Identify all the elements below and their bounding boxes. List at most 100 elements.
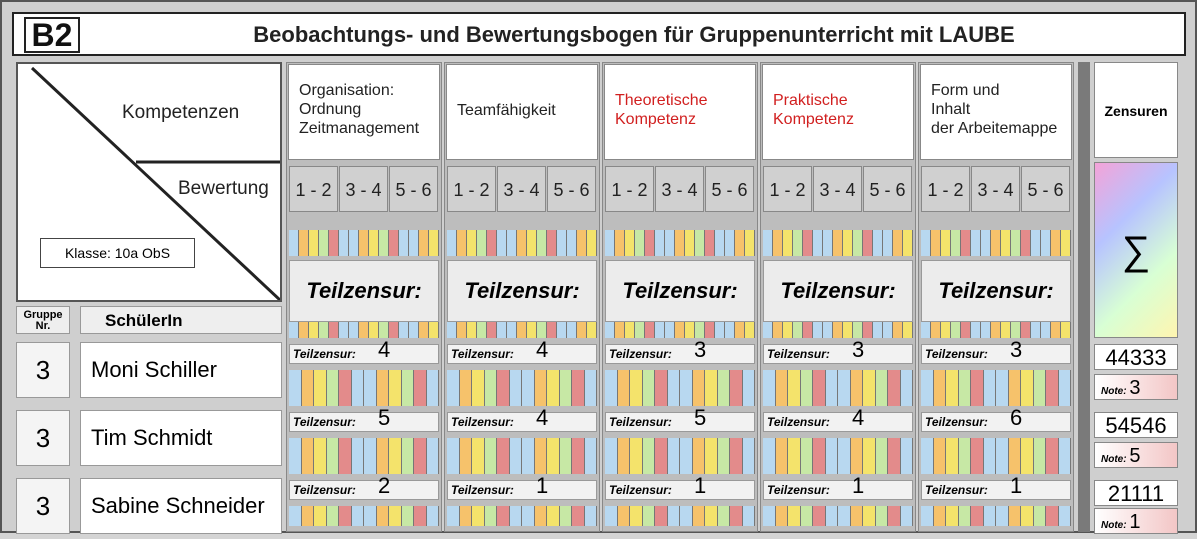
teilzensur-header: Teilzensur: — [763, 260, 913, 322]
marker-strip — [921, 370, 1071, 406]
partial-grade-row: Teilzensur: 4 — [763, 405, 913, 432]
partial-grade: 1 — [852, 473, 865, 498]
bewertung-label: Bewertung — [178, 178, 269, 199]
partial-grade: 5 — [378, 405, 391, 430]
grade-range-header: 1 - 2 — [921, 166, 970, 212]
note-value: 3 — [1129, 377, 1141, 399]
teilzensur-label: Teilzensur: — [609, 483, 672, 497]
title-bar: B2 Beobachtungs- und Bewertungsbogen für… — [12, 12, 1186, 56]
competency-label: Form und — [931, 82, 1000, 99]
final-note: Note: 3 — [1094, 374, 1178, 400]
marker-strip — [289, 438, 439, 474]
grade-range-header: 3 - 4 — [339, 166, 388, 212]
competency-label: Theoretische — [615, 92, 708, 109]
teilzensur-label: Teilzensur: — [609, 347, 672, 361]
student-name: Moni Schiller — [80, 342, 282, 398]
teilzensur-label: Teilzensur: — [451, 483, 514, 497]
competency-key-panel: Kompetenzen Bewertung Klasse: 10a ObS — [16, 62, 282, 302]
grade-range-header: 5 - 6 — [389, 166, 438, 212]
competency-label: Praktische — [773, 92, 848, 109]
competency-label: Kompetenz — [615, 111, 696, 128]
marker-strip — [921, 506, 1071, 526]
marker-strip — [447, 370, 597, 406]
class-label: Klasse: 10a ObS — [40, 238, 195, 268]
partial-grade-row: Teilzensur: 3 — [921, 339, 1071, 364]
partial-grade: 3 — [694, 337, 707, 362]
partial-grade-row: Teilzensur: 6 — [921, 407, 1071, 432]
partial-grade-row: Teilzensur: 2 — [289, 473, 439, 500]
teilzensur-label: Teilzensur: — [451, 347, 514, 361]
competency-label: Ordnung — [299, 101, 362, 118]
teilzensur-label: Teilzensur: — [767, 347, 830, 361]
teilzensur-label: Teilzensur: — [925, 415, 988, 429]
partial-grade: 4 — [378, 337, 391, 362]
grade-range-header: 3 - 4 — [655, 166, 704, 212]
partial-grade: 2 — [378, 473, 391, 498]
teilzensur-header: Teilzensur: — [289, 260, 439, 322]
grade-range-header: 5 - 6 — [547, 166, 596, 212]
partial-grade-row: Teilzensur: 4 — [447, 339, 597, 364]
group-number: 3 — [16, 410, 70, 466]
group-number-header: Gruppe Nr. — [16, 306, 70, 334]
teilzensur-label: Teilzensur: — [293, 483, 356, 497]
grade-range-header: 1 - 2 — [289, 166, 338, 212]
group-number: 3 — [16, 342, 70, 398]
grade-range-header: 3 - 4 — [813, 166, 862, 212]
marker-strip — [605, 370, 755, 406]
grade-sum: 54546 — [1094, 412, 1178, 438]
note-label: Note: — [1101, 386, 1127, 397]
competency-header: Teamfähigkeit — [446, 64, 598, 160]
partial-grade: 1 — [536, 473, 549, 498]
partial-grade: 4 — [852, 405, 865, 430]
partial-grade-row: Teilzensur: 1 — [763, 473, 913, 500]
sheet-badge: B2 — [24, 17, 80, 53]
teilzensur-label: Teilzensur: — [925, 483, 988, 497]
grade-sum: 21111 — [1094, 480, 1178, 506]
competency-header: Form und Inhalt der Arbeitemappe — [920, 64, 1072, 160]
teilzensur-header: Teilzensur: — [605, 260, 755, 322]
student-name: Tim Schmidt — [80, 410, 282, 466]
grade-range-header: 5 - 6 — [1021, 166, 1070, 212]
marker-strip — [605, 438, 755, 474]
partial-grade: 1 — [1010, 473, 1023, 498]
color-marker-strip — [447, 230, 597, 256]
partial-grade: 3 — [852, 337, 865, 362]
marker-strip — [763, 438, 913, 474]
competency-label: Kompetenz — [773, 111, 854, 128]
teilzensur-label: Teilzensur: — [767, 483, 830, 497]
diagonal-divider — [30, 66, 280, 300]
partial-grade-row: Teilzensur: 5 — [605, 405, 755, 432]
column-divider — [1078, 62, 1090, 532]
color-marker-strip — [289, 322, 439, 338]
partial-grade-row: Teilzensur: 1 — [447, 473, 597, 500]
competency-label: Zeitmanagement — [299, 120, 420, 137]
color-marker-strip — [605, 322, 755, 338]
competency-label: Teamfähigkeit — [457, 102, 556, 119]
final-note: Note: 1 — [1094, 508, 1178, 534]
note-label: Note: — [1101, 454, 1127, 465]
zensuren-header: Zensuren — [1094, 62, 1178, 158]
competency-header: Organisation: Ordnung Zeitmanagement — [288, 64, 440, 160]
competency-label: der Arbeitemappe — [931, 120, 1058, 137]
page-title: Beobachtungs- und Bewertungsbogen für Gr… — [253, 22, 1015, 47]
partial-grade: 4 — [536, 405, 549, 430]
student-header: SchülerIn — [80, 306, 282, 334]
marker-strip — [289, 370, 439, 406]
partial-grade: 5 — [694, 405, 707, 430]
color-marker-strip — [763, 322, 913, 338]
note-value: 1 — [1129, 511, 1141, 533]
teilzensur-label: Teilzensur: — [925, 347, 988, 361]
final-note: Note: 5 — [1094, 442, 1178, 468]
grade-range-header: 1 - 2 — [605, 166, 654, 212]
note-value: 5 — [1129, 445, 1141, 467]
partial-grade-row: Teilzensur: 1 — [921, 473, 1071, 500]
color-marker-strip — [289, 230, 439, 256]
competency-label: Organisation: — [299, 82, 395, 99]
competency-label: Inhalt — [931, 101, 971, 118]
partial-grade-row: Teilzensur: 4 — [447, 405, 597, 432]
grade-range-header: 1 - 2 — [447, 166, 496, 212]
group-number: 3 — [16, 478, 70, 534]
teilzensur-header: Teilzensur: — [921, 260, 1071, 322]
competency-header: Praktische Kompetenz — [762, 64, 914, 160]
